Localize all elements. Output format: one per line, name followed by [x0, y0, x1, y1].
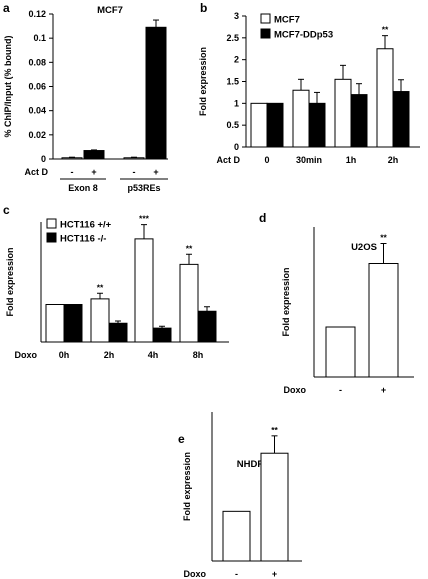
panel-label-e: e: [178, 432, 185, 446]
significance-marker: **: [271, 425, 278, 435]
y-tick-label: 1.5: [226, 77, 239, 87]
x-tick-label: 1h: [346, 155, 357, 165]
bar: [90, 298, 110, 343]
y-axis-label: Fold expression: [281, 267, 291, 336]
bar: [292, 89, 310, 148]
x-tick-label: +: [381, 385, 386, 395]
treatment-label: Act D: [24, 167, 48, 177]
x-tick-label: -: [235, 569, 238, 579]
significance-marker: ***: [139, 214, 150, 224]
bar: [45, 304, 65, 343]
y-tick-label: 0: [234, 142, 239, 152]
legend-label: MCF7-DDp53: [274, 30, 333, 41]
treatment-mark: +: [153, 167, 158, 177]
legend-label: MCF7: [274, 15, 300, 26]
bar: [83, 150, 105, 160]
y-tick-label: 0: [41, 154, 46, 164]
x-tick-label: 0: [264, 155, 269, 165]
panel-label-d: d: [259, 211, 266, 225]
x-tick-label: 8h: [193, 350, 204, 360]
treatment-mark: -: [71, 167, 74, 177]
bar: [197, 310, 217, 343]
treatment-label: Doxo: [15, 350, 38, 360]
y-tick-label: 2.5: [226, 33, 239, 43]
panel-title-a: MCF7: [97, 5, 123, 16]
bar: [308, 102, 326, 148]
y-tick-label: 0.5: [226, 120, 239, 130]
legend-label: HCT116 +/+: [60, 220, 112, 231]
bar: [334, 78, 352, 148]
panel-title-d: U2OS: [351, 242, 377, 253]
significance-marker: **: [382, 25, 389, 35]
y-tick-label: 0.08: [28, 57, 46, 67]
y-tick-label: 0.02: [28, 130, 46, 140]
bar: [63, 304, 83, 343]
bar: [325, 326, 356, 378]
panel-label-b: b: [200, 1, 207, 15]
bar: [145, 26, 167, 160]
legend-label: HCT116 -/-: [60, 234, 106, 245]
y-tick-label: 0.06: [28, 82, 46, 92]
significance-marker: **: [380, 233, 387, 243]
treatment-label: Doxo: [184, 569, 207, 579]
significance-marker: **: [97, 282, 104, 292]
legend-swatch: [260, 13, 271, 24]
bar: [260, 452, 289, 562]
treatment-label: Doxo: [284, 385, 307, 395]
x-tick-label: -: [339, 385, 342, 395]
treatment-label: Act D: [216, 155, 240, 165]
y-tick-label: 0.04: [28, 106, 46, 116]
bar: [250, 102, 268, 148]
y-tick-label: 2: [234, 55, 239, 65]
x-tick-label: +: [272, 569, 277, 579]
x-tick-label: 2h: [104, 350, 115, 360]
bar: [61, 157, 83, 160]
bar: [152, 327, 172, 343]
bar: [108, 322, 128, 343]
panel-label-c: c: [3, 203, 10, 217]
bar: [134, 238, 154, 343]
bar: [123, 157, 145, 160]
legend-swatch: [46, 218, 57, 229]
panel-title-e: NHDF: [237, 459, 264, 470]
y-axis-label: % ChIP/Input (% bound): [3, 36, 13, 138]
y-tick-label: 0.1: [33, 33, 46, 43]
x-tick-label: 4h: [148, 350, 159, 360]
group-label: Exon 8: [68, 183, 98, 193]
treatment-mark: -: [133, 167, 136, 177]
legend-swatch: [260, 28, 271, 39]
significance-marker: **: [186, 243, 193, 253]
legend-swatch: [46, 232, 57, 243]
y-axis-label: Fold expression: [198, 47, 208, 116]
group-label: p53REs: [127, 183, 160, 193]
y-tick-label: 3: [234, 11, 239, 21]
y-tick-label: 0.12: [28, 9, 46, 19]
y-axis-label: Fold expression: [5, 247, 15, 316]
bar: [376, 48, 394, 148]
bar: [350, 94, 368, 148]
panel-label-a: a: [3, 1, 10, 15]
y-tick-label: 1: [234, 98, 239, 108]
bar: [266, 102, 284, 148]
x-tick-label: 2h: [388, 155, 399, 165]
bar: [368, 263, 399, 378]
y-axis-label: Fold expression: [182, 452, 192, 521]
treatment-mark: +: [91, 167, 96, 177]
x-tick-label: 0h: [59, 350, 70, 360]
bar: [222, 510, 251, 562]
bar: [392, 91, 410, 148]
x-tick-label: 30min: [296, 155, 322, 165]
bar: [179, 263, 199, 343]
